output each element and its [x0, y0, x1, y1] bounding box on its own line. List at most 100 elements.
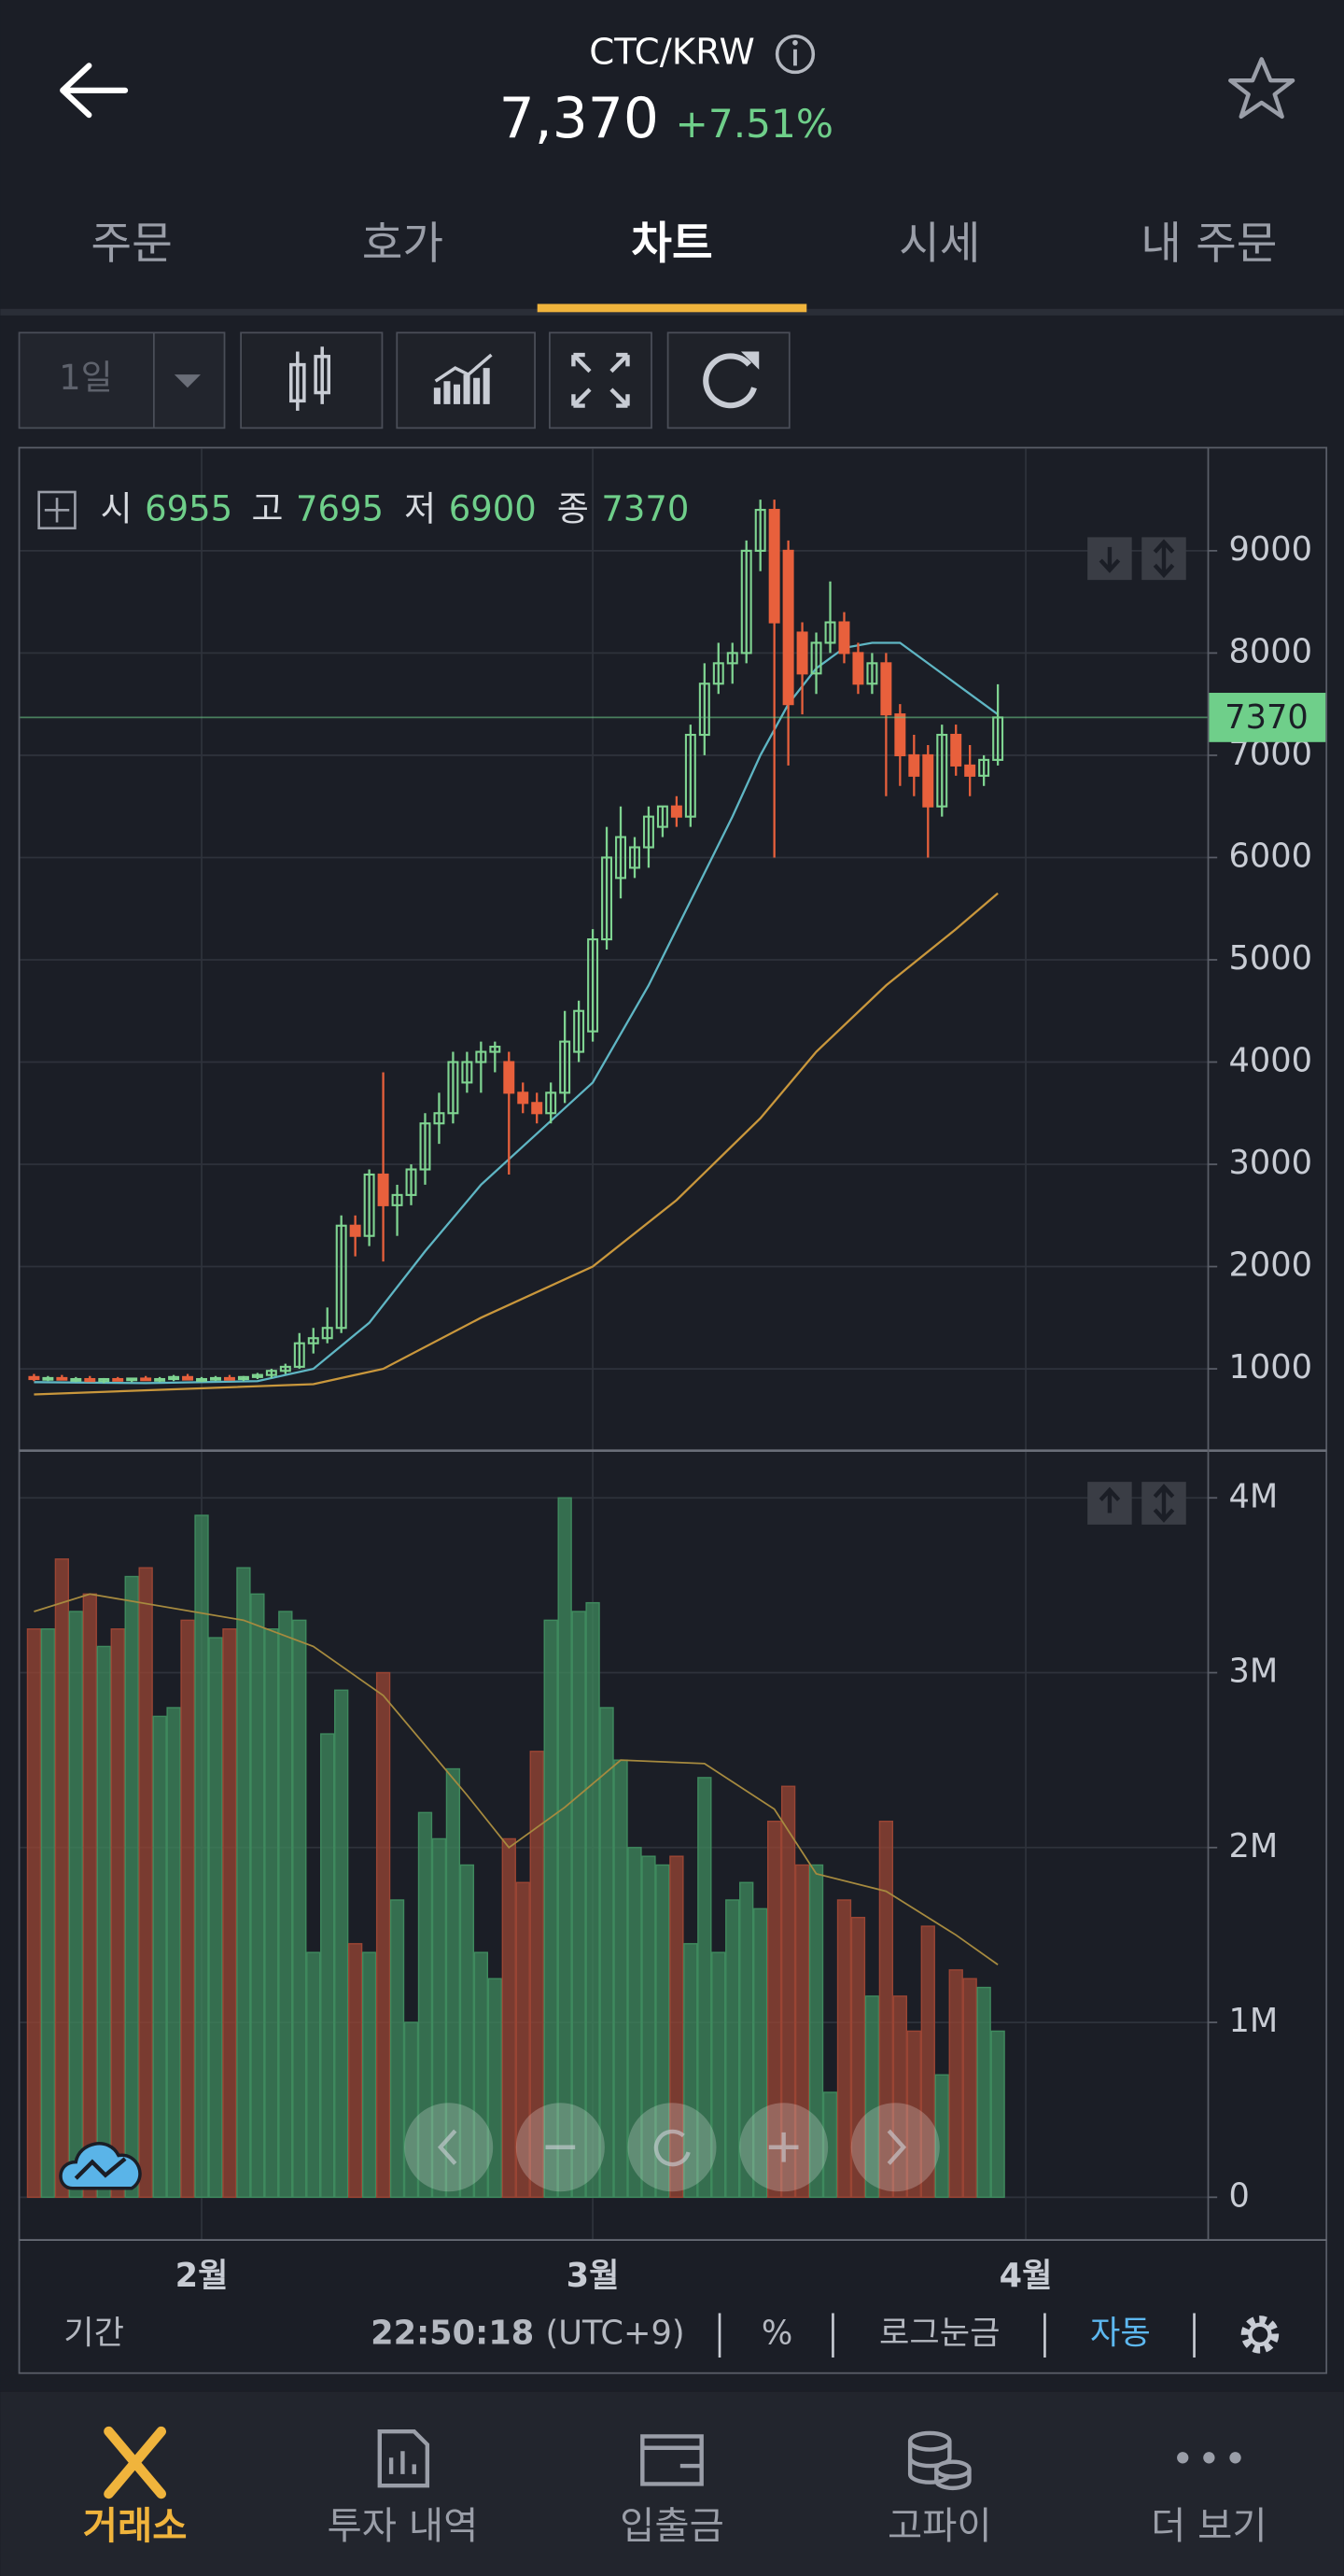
tab[interactable]: 호가	[362, 218, 443, 270]
candle-body	[629, 846, 640, 869]
info-dot	[792, 39, 798, 46]
volume-bar	[599, 1707, 614, 2199]
volume-bar	[655, 1864, 670, 2199]
y-tick-label: 3000	[1228, 1144, 1312, 1182]
indicator-icon	[434, 353, 493, 383]
volume-bar	[543, 1619, 558, 2199]
candle-body	[684, 733, 696, 818]
volume-bar	[347, 1943, 363, 2199]
indicator-icon	[433, 368, 490, 404]
scroll-left[interactable]	[404, 2103, 494, 2192]
candle-body	[810, 641, 822, 675]
percent-toggle[interactable]: %	[762, 2314, 792, 2352]
crosshair-plus	[44, 498, 70, 523]
volume-bar	[920, 1925, 935, 2199]
volume-bar	[627, 1847, 642, 2199]
ohlc-value: 6955	[145, 489, 232, 529]
nav-item-active[interactable]: 거래소	[83, 2503, 188, 2548]
candle-body	[321, 1327, 333, 1340]
indicator-button[interactable]	[396, 331, 536, 429]
candle-body	[698, 683, 710, 737]
volume-bar	[320, 1733, 335, 2199]
scale-icon	[1153, 539, 1175, 579]
volume-bar	[403, 2021, 419, 2199]
y-tick-label: 0	[1228, 2176, 1249, 2215]
reset-zoom[interactable]	[627, 2103, 717, 2192]
candle-body	[447, 1061, 459, 1115]
candle-body	[489, 1046, 501, 1053]
tab-active[interactable]: 차트	[631, 218, 712, 270]
candle-body	[712, 662, 724, 685]
coin	[934, 2459, 972, 2479]
auto-toggle[interactable]: 자동	[1090, 2314, 1151, 2352]
volume-bar	[808, 1864, 824, 2199]
tab[interactable]: 내 주문	[1141, 218, 1277, 270]
scroll-right[interactable]	[850, 2103, 940, 2192]
volume-bar	[962, 1978, 977, 2199]
chart-type-button[interactable]	[240, 331, 384, 429]
candle-body	[908, 753, 920, 777]
period-setting[interactable]: 기간	[63, 2314, 124, 2352]
candle-body	[531, 1102, 543, 1115]
refresh-button[interactable]	[666, 331, 791, 429]
cloud-icon[interactable]	[59, 2142, 142, 2190]
volume-bar	[110, 1628, 125, 2199]
ohlc-value: 7695	[296, 489, 384, 529]
volume-bar	[334, 1689, 349, 2199]
ohlc-label: 고	[252, 489, 284, 529]
volume-bar	[850, 1917, 866, 2199]
candle-body	[251, 1373, 263, 1378]
candle-body	[237, 1375, 249, 1381]
nav-icon	[653, 2129, 691, 2167]
dropdown-arrow	[174, 374, 202, 388]
ohlc-label: 종	[557, 489, 589, 529]
ma-line	[34, 892, 999, 1396]
button-box	[240, 331, 384, 429]
candle-body	[852, 652, 864, 685]
volume-bar	[906, 2030, 921, 2199]
timezone[interactable]: (UTC+9)	[546, 2314, 685, 2352]
tab[interactable]: 주문	[91, 218, 172, 270]
crosshair-toggle[interactable]	[37, 490, 77, 530]
ohlc-value: 6900	[449, 489, 537, 529]
info-icon[interactable]	[775, 34, 816, 75]
nav-item[interactable]: 고파이	[888, 2503, 992, 2548]
price-change: +7.51%	[676, 101, 834, 147]
candle-body	[838, 621, 850, 655]
nav-item[interactable]: 투자 내역	[328, 2503, 479, 2548]
candle-body	[265, 1370, 277, 1376]
candle-body	[670, 805, 682, 818]
candle-body	[950, 733, 962, 767]
favorite-star[interactable]	[1228, 57, 1295, 120]
x-tick-label: 2월	[175, 2257, 229, 2295]
y-tick-label: 8000	[1228, 632, 1312, 670]
volume-bar	[250, 1593, 265, 2199]
candle-body	[307, 1337, 319, 1344]
y-tick-label: 5000	[1228, 939, 1312, 978]
candle-body	[517, 1091, 529, 1105]
volume-bar	[878, 1821, 894, 2199]
nav-item[interactable]: 입출금	[620, 2503, 724, 2548]
volume-bar	[780, 1785, 796, 2199]
candle-body	[377, 1173, 389, 1206]
fullscreen-button[interactable]	[549, 331, 652, 429]
candle-body	[782, 549, 794, 706]
volume-bar	[697, 1777, 712, 2199]
candle-body	[768, 509, 780, 624]
volume-bar	[292, 1619, 307, 2199]
back-button[interactable]	[60, 63, 129, 119]
nav-item[interactable]: 더 보기	[1151, 2503, 1267, 2548]
nav-icon	[887, 2129, 907, 2165]
settings-button[interactable]	[1240, 2316, 1280, 2354]
ohlc-value: 7370	[601, 489, 689, 529]
period-select[interactable]: 1일	[18, 331, 226, 429]
volume-bar	[82, 1593, 97, 2199]
volume-bar	[26, 1628, 42, 2199]
candle-body	[433, 1112, 445, 1125]
volume-bar	[417, 1811, 433, 2199]
volume-bar	[431, 1837, 447, 2199]
tab[interactable]: 시세	[899, 218, 980, 270]
log-toggle[interactable]: 로그눈금	[879, 2314, 1001, 2352]
refresh-icon	[740, 351, 760, 370]
candle-body	[210, 1376, 221, 1381]
